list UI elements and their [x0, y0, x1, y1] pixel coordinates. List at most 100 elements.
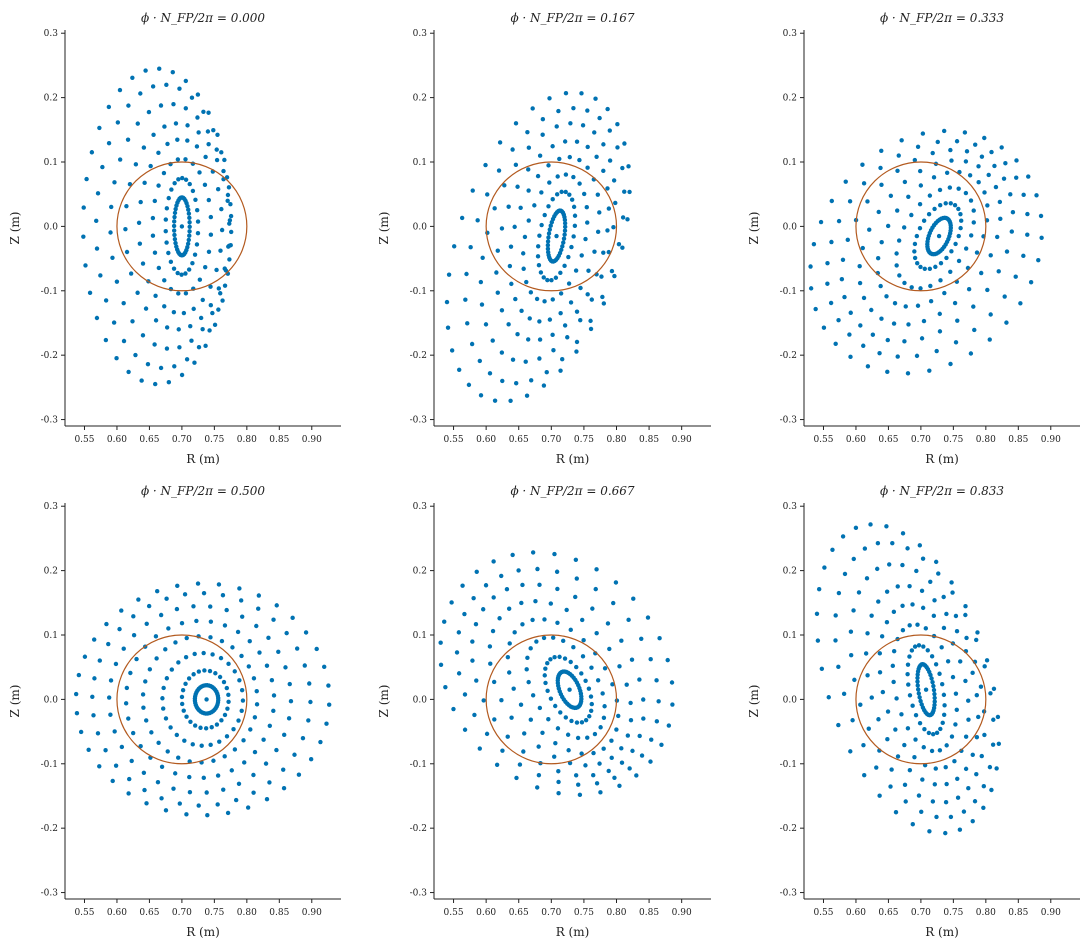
- poincare-point: [172, 214, 177, 220]
- poincare-point: [601, 250, 606, 255]
- poincare-point: [151, 132, 156, 137]
- poincare-point: [585, 735, 590, 740]
- poincare-point: [866, 726, 871, 731]
- poincare-point: [602, 704, 607, 709]
- poincare-point: [605, 186, 610, 191]
- poincare-point: [173, 771, 178, 776]
- poincare-point: [619, 746, 624, 751]
- poincare-point: [865, 631, 870, 636]
- poincare-point: [825, 260, 830, 266]
- poincare-point: [138, 199, 143, 205]
- poincare-point: [547, 317, 553, 322]
- poincare-point: [192, 360, 197, 365]
- poincare-point: [526, 145, 532, 150]
- poincare-point: [224, 607, 229, 613]
- poincare-point: [488, 661, 493, 666]
- poincare-point: [112, 180, 117, 185]
- poincare-point: [897, 273, 902, 278]
- poincare-point: [611, 178, 617, 183]
- poincare-point: [878, 283, 883, 289]
- poincare-point: [571, 234, 576, 239]
- poincare-point: [115, 120, 121, 125]
- poincare-point: [495, 290, 500, 295]
- poincare-point: [559, 247, 564, 253]
- poincare-point: [566, 254, 571, 260]
- boundary-circle: [485, 634, 618, 765]
- poincare-point: [194, 208, 200, 213]
- poincare-point: [981, 805, 986, 810]
- poincare-point: [815, 638, 821, 643]
- y-axis-label: Z (m): [8, 685, 22, 718]
- poincare-point: [126, 369, 131, 375]
- poincare-point: [214, 147, 219, 152]
- poincare-point: [506, 606, 512, 611]
- poincare-point: [982, 664, 987, 669]
- poincare-point: [543, 666, 548, 671]
- x-tick-label: 0.80: [606, 908, 626, 918]
- poincare-point: [1003, 161, 1008, 166]
- poincare-point: [943, 765, 948, 770]
- poincare-point: [235, 629, 241, 635]
- poincare-point: [585, 220, 590, 225]
- poincare-point: [183, 177, 189, 182]
- poincare-point: [124, 203, 129, 209]
- poincare-point: [271, 708, 276, 714]
- poincare-point: [172, 219, 177, 224]
- poincare-point: [494, 270, 499, 275]
- poincare-point: [156, 150, 161, 156]
- poincare-point: [884, 524, 889, 529]
- poincare-point: [949, 580, 954, 585]
- y-tick-label: 0.3: [413, 29, 428, 39]
- poincare-point: [906, 322, 911, 327]
- poincare-point: [919, 588, 925, 594]
- poincare-point: [594, 567, 599, 572]
- poincare-point: [884, 620, 890, 625]
- x-tick-label: 0.60: [476, 435, 496, 445]
- poincare-point: [91, 713, 96, 718]
- y-tick-label: -0.1: [41, 287, 58, 297]
- poincare-point: [950, 590, 955, 595]
- poincare-point: [978, 684, 984, 689]
- poincare-point: [851, 556, 856, 562]
- poincare-point: [895, 584, 900, 589]
- poincare-point: [141, 705, 146, 710]
- poincare-point: [941, 692, 947, 698]
- poincare-point: [625, 217, 630, 222]
- poincare-point: [483, 322, 489, 327]
- poincare-point: [974, 734, 980, 740]
- poincare-point: [949, 158, 954, 163]
- poincare-point: [196, 803, 201, 808]
- poincare-point: [81, 234, 86, 239]
- poincare-point: [491, 595, 496, 600]
- poincare-point: [522, 234, 528, 240]
- poincare-point: [192, 651, 197, 657]
- poincare-point: [602, 666, 608, 671]
- poincare-point: [874, 765, 879, 770]
- poincare-point: [525, 655, 530, 661]
- poincare-point: [220, 298, 225, 303]
- poincare-point: [941, 712, 947, 717]
- poincare-point: [462, 727, 468, 732]
- poincare-point: [929, 676, 934, 681]
- poincare-point: [554, 124, 559, 129]
- poincare-point: [208, 635, 213, 640]
- poincare-point: [634, 773, 639, 778]
- poincare-point: [563, 189, 568, 195]
- poincare-point: [513, 296, 518, 302]
- poincare-point: [242, 760, 247, 765]
- poincare-point: [478, 279, 484, 285]
- poincare-point: [134, 656, 139, 662]
- poincare-point: [598, 790, 603, 795]
- poincare-point: [484, 731, 490, 737]
- poincare-point: [986, 172, 991, 178]
- poincare-point: [894, 251, 899, 256]
- poincare-point: [256, 606, 261, 611]
- poincare-point: [953, 722, 958, 727]
- poincare-point: [227, 257, 232, 262]
- poincare-point: [944, 170, 950, 175]
- poincare-point: [876, 717, 881, 722]
- poincare-point: [164, 240, 169, 245]
- poincare-point: [466, 382, 472, 388]
- poincare-point: [601, 746, 606, 751]
- poincare-point: [221, 168, 226, 174]
